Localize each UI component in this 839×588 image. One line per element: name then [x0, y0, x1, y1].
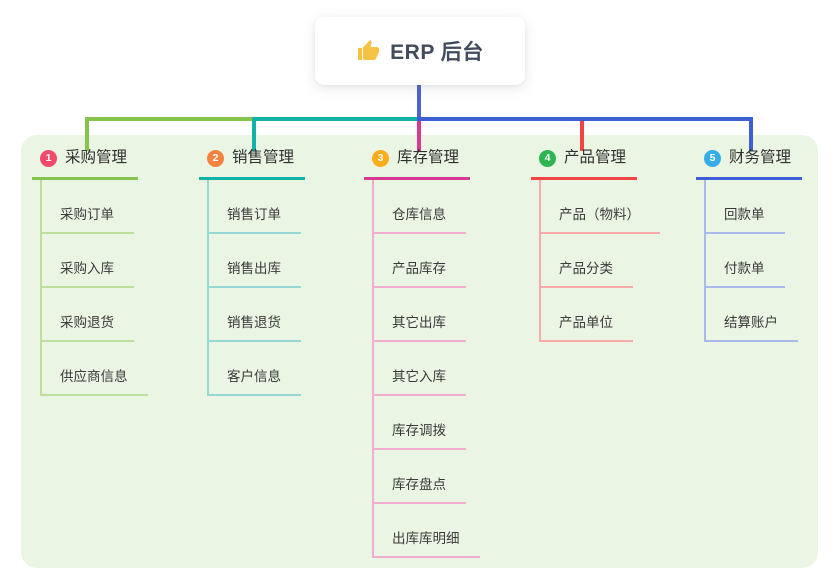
child-node[interactable]: 产品分类 — [541, 234, 633, 288]
branch-label: 产品管理 — [564, 149, 627, 166]
child-node[interactable]: 采购退货 — [42, 288, 134, 342]
child-node[interactable]: 仓库信息 — [374, 180, 466, 234]
child-node[interactable]: 回款单 — [706, 180, 785, 234]
connector-branch-5-horizontal — [417, 117, 753, 121]
branch-header-2[interactable]: 2 销售管理 — [199, 148, 305, 180]
branches-panel — [21, 135, 818, 568]
child-node[interactable]: 采购订单 — [42, 180, 134, 234]
child-node[interactable]: 销售订单 — [209, 180, 301, 234]
root-label: ERP 后台 — [390, 41, 484, 64]
connector-branch-5-drop — [749, 117, 753, 151]
branch-number-badge: 2 — [207, 149, 224, 167]
branch-4: 4 产品管理 产品（物料） 产品分类 产品单位 — [531, 148, 660, 342]
child-node[interactable]: 采购入库 — [42, 234, 134, 288]
branch-number-badge: 4 — [539, 149, 556, 167]
child-node[interactable]: 结算账户 — [706, 288, 798, 342]
child-node[interactable]: 库存调拨 — [374, 396, 466, 450]
branch-header-3[interactable]: 3 库存管理 — [364, 148, 470, 180]
branch-header-1[interactable]: 1 采购管理 — [32, 148, 138, 180]
connector-branch-1-drop — [85, 117, 89, 151]
connector-branch-1-horizontal — [85, 117, 252, 121]
branch-number-badge: 5 — [704, 149, 721, 167]
child-node[interactable]: 出库库明细 — [374, 504, 480, 558]
root-stem-line — [417, 85, 421, 119]
child-node[interactable]: 产品单位 — [541, 288, 633, 342]
branch-children: 回款单 付款单 结算账户 — [704, 180, 798, 342]
child-node[interactable]: 销售退货 — [209, 288, 301, 342]
child-node[interactable]: 供应商信息 — [42, 342, 148, 396]
child-node[interactable]: 客户信息 — [209, 342, 301, 396]
branch-header-4[interactable]: 4 产品管理 — [531, 148, 637, 180]
child-node[interactable]: 付款单 — [706, 234, 785, 288]
connector-branch-2-horizontal — [252, 117, 417, 121]
connector-branch-2-drop — [252, 117, 256, 151]
branch-label: 销售管理 — [232, 149, 295, 166]
branch-label: 财务管理 — [729, 149, 792, 166]
branch-children: 仓库信息 产品库存 其它出库 其它入库 库存调拨 库存盘点 出库库明细 — [372, 180, 480, 558]
child-node[interactable]: 产品库存 — [374, 234, 466, 288]
child-node[interactable]: 其它入库 — [374, 342, 466, 396]
branch-3: 3 库存管理 仓库信息 产品库存 其它出库 其它入库 库存调拨 库存盘点 出库库明细 — [364, 148, 480, 558]
connector-branch-3-drop — [417, 121, 421, 151]
branch-label: 采购管理 — [65, 149, 128, 166]
branch-children: 产品（物料） 产品分类 产品单位 — [539, 180, 660, 342]
branch-1: 1 采购管理 采购订单 采购入库 采购退货 供应商信息 — [32, 148, 148, 396]
child-node[interactable]: 产品（物料） — [541, 180, 660, 234]
branch-header-5[interactable]: 5 财务管理 — [696, 148, 802, 180]
branch-number-badge: 3 — [372, 149, 389, 167]
child-node[interactable]: 其它出库 — [374, 288, 466, 342]
root-node[interactable]: ERP 后台 — [315, 17, 525, 85]
branch-number-badge: 1 — [40, 149, 57, 167]
branch-label: 库存管理 — [397, 149, 460, 166]
connector-branch-4-drop — [580, 121, 584, 151]
branch-children: 销售订单 销售出库 销售退货 客户信息 — [207, 180, 301, 396]
child-node[interactable]: 销售出库 — [209, 234, 301, 288]
branch-5: 5 财务管理 回款单 付款单 结算账户 — [696, 148, 802, 342]
child-node[interactable]: 库存盘点 — [374, 450, 466, 504]
branch-2: 2 销售管理 销售订单 销售出库 销售退货 客户信息 — [199, 148, 305, 396]
branch-children: 采购订单 采购入库 采购退货 供应商信息 — [40, 180, 148, 396]
thumbs-up-icon — [358, 40, 380, 60]
